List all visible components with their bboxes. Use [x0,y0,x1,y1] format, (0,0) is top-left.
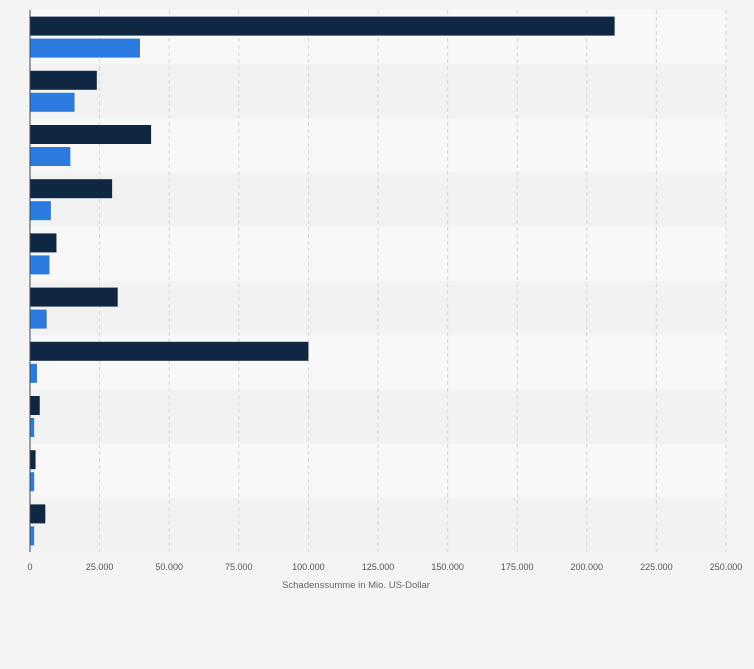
bar-series-2-row-3 [30,147,71,166]
row-bands [30,10,726,552]
x-tick-label-125000: 125.000 [362,562,395,572]
bar-series-1-row-2 [30,70,97,90]
bar-series-1-row-7 [30,341,309,361]
bar-series-1-row-9 [30,450,36,470]
bar-series-2-row-5 [30,255,50,275]
bar-series-1-row-6 [30,287,118,307]
x-tick-label-75000: 75.000 [225,562,253,572]
bar-series-2-row-7 [30,363,37,383]
bar-series-1-row-3 [30,125,152,144]
x-tick-label-100000: 100.000 [292,562,325,572]
bar-series-2-row-4 [30,201,51,221]
bar-series-2-row-8 [30,418,35,437]
grid-lines [99,10,727,552]
x-tick-label-0: 0 [27,562,32,572]
bar-series-1-row-10 [30,504,46,524]
x-tick-label-150000: 150.000 [431,562,464,572]
bar-series-2-row-1 [30,38,140,58]
x-tick-label-200000: 200.000 [571,562,604,572]
bar-series-1-row-8 [30,396,40,415]
bar-series-2-row-10 [30,526,35,546]
x-tick-label-25000: 25.000 [86,562,114,572]
bar-series-2-row-6 [30,309,47,329]
x-tick-label-50000: 50.000 [155,562,183,572]
bar-series-2-row-2 [30,92,75,112]
x-axis-title: Schadenssumme in Mio. US-Dollar [282,580,430,591]
x-tick-label-225000: 225.000 [640,562,673,572]
x-axis-ticks: 0 25.000 50.000 75.000 100.000 125.000 150.000… [27,562,742,572]
x-tick-label-250000: 250.000 [710,562,743,572]
bars [30,16,615,546]
bar-series-1-row-4 [30,179,113,199]
bar-series-1-row-5 [30,233,57,253]
x-tick-label-175000: 175.000 [501,562,534,572]
bar-series-2-row-9 [30,472,35,492]
bar-series-1-row-1 [30,16,615,36]
